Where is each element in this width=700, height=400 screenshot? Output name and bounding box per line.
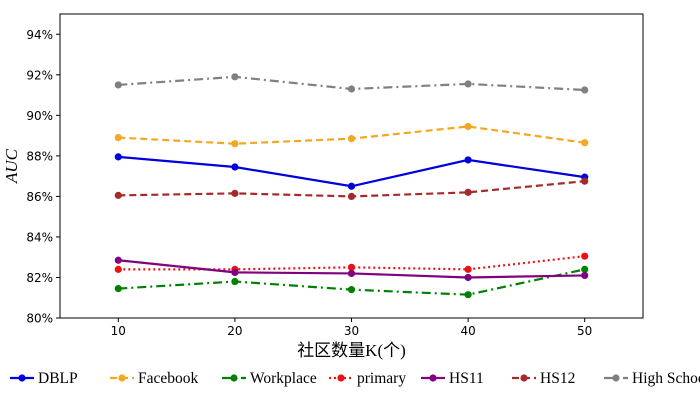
data-point bbox=[581, 271, 589, 280]
y-tick-label: 82% bbox=[26, 271, 53, 285]
legend-marker bbox=[337, 374, 345, 382]
legend: DBLP Facebook Workplace primary HS11 HS12 High… bbox=[10, 370, 700, 387]
y-axis-label: AUC bbox=[2, 148, 21, 184]
data-point bbox=[347, 85, 356, 93]
data-point bbox=[114, 153, 122, 161]
data-point bbox=[231, 189, 239, 197]
legend-marker bbox=[429, 374, 437, 382]
y-tick-label: 92% bbox=[26, 68, 53, 82]
data-point bbox=[464, 156, 472, 164]
data-point bbox=[114, 81, 122, 89]
ticks-layer: 80% 82% 84% 86% 88% 90% 92% 94% 10 20 30 40 50 bbox=[26, 28, 592, 338]
legend-item: Facebook bbox=[110, 370, 199, 387]
legend-label: HS12 bbox=[540, 370, 575, 387]
legend-item: Workplace bbox=[222, 370, 317, 387]
data-point bbox=[114, 134, 122, 142]
legend-item: DBLP bbox=[10, 370, 78, 387]
data-point bbox=[581, 177, 589, 185]
data-point bbox=[231, 268, 239, 276]
legend-label: primary bbox=[357, 370, 406, 387]
data-point bbox=[347, 269, 356, 278]
data-point bbox=[231, 73, 239, 81]
legend-label: Facebook bbox=[138, 370, 199, 387]
legend-label: DBLP bbox=[38, 370, 78, 387]
data-point bbox=[347, 263, 356, 271]
legend-item: primary bbox=[329, 370, 406, 387]
data-point bbox=[114, 285, 122, 293]
y-tick-label: 94% bbox=[26, 28, 53, 42]
x-axis-label: 社区数量K(个) bbox=[297, 341, 406, 360]
x-tick-label: 50 bbox=[577, 324, 592, 338]
data-point bbox=[347, 182, 356, 190]
legend-item: HS11 bbox=[421, 370, 484, 387]
legend-item: High School bbox=[604, 370, 700, 387]
x-tick-label: 20 bbox=[227, 324, 242, 338]
legend-label: Workplace bbox=[250, 370, 317, 387]
legend-marker bbox=[118, 374, 126, 382]
data-point bbox=[231, 163, 239, 171]
data-point bbox=[231, 140, 239, 148]
data-point bbox=[581, 265, 589, 273]
data-point bbox=[581, 86, 589, 94]
series-workplace bbox=[114, 265, 589, 299]
series-hs12 bbox=[114, 177, 589, 200]
legend-marker bbox=[18, 374, 26, 382]
data-point bbox=[464, 122, 472, 131]
series-dblp bbox=[114, 153, 589, 190]
series-layer bbox=[114, 73, 589, 299]
data-point bbox=[114, 256, 122, 264]
data-point bbox=[114, 265, 122, 273]
data-point bbox=[464, 265, 472, 273]
y-tick-label: 90% bbox=[26, 109, 53, 123]
series-facebook bbox=[114, 122, 589, 148]
x-tick-label: 10 bbox=[111, 324, 126, 338]
y-tick-label: 88% bbox=[26, 149, 53, 163]
data-point bbox=[347, 286, 356, 294]
data-point bbox=[347, 192, 356, 200]
data-point bbox=[464, 80, 472, 88]
series-hs11 bbox=[114, 256, 589, 282]
data-point bbox=[231, 277, 239, 286]
y-tick-label: 84% bbox=[26, 230, 53, 244]
data-point bbox=[464, 291, 472, 299]
x-tick-label: 30 bbox=[344, 324, 359, 338]
legend-label: HS11 bbox=[449, 370, 484, 387]
series-line bbox=[118, 155, 585, 188]
data-point bbox=[347, 135, 356, 143]
data-point bbox=[464, 273, 472, 282]
y-tick-label: 80% bbox=[26, 312, 53, 326]
x-tick-label: 40 bbox=[460, 324, 475, 338]
legend-marker bbox=[230, 374, 238, 382]
legend-item: HS12 bbox=[512, 370, 575, 387]
data-point bbox=[581, 139, 589, 147]
y-tick-label: 86% bbox=[26, 190, 53, 204]
data-point bbox=[464, 188, 472, 196]
series-high-school bbox=[114, 73, 589, 94]
legend-marker bbox=[612, 374, 620, 382]
data-point bbox=[581, 252, 589, 260]
legend-marker bbox=[520, 374, 528, 382]
legend-label: High School bbox=[632, 370, 700, 387]
data-point bbox=[114, 191, 122, 199]
